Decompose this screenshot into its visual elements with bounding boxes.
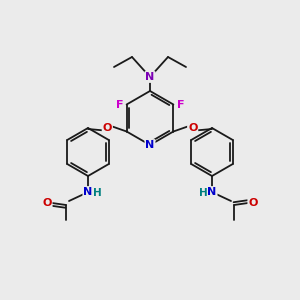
- Text: F: F: [177, 100, 184, 110]
- Text: F: F: [116, 100, 123, 110]
- Text: N: N: [83, 187, 93, 197]
- Text: H: H: [199, 188, 207, 198]
- Text: O: O: [188, 123, 197, 133]
- Text: N: N: [146, 140, 154, 150]
- Text: O: O: [248, 198, 258, 208]
- Text: H: H: [93, 188, 101, 198]
- Text: O: O: [42, 198, 52, 208]
- Text: O: O: [103, 123, 112, 133]
- Text: N: N: [207, 187, 217, 197]
- Text: N: N: [146, 72, 154, 82]
